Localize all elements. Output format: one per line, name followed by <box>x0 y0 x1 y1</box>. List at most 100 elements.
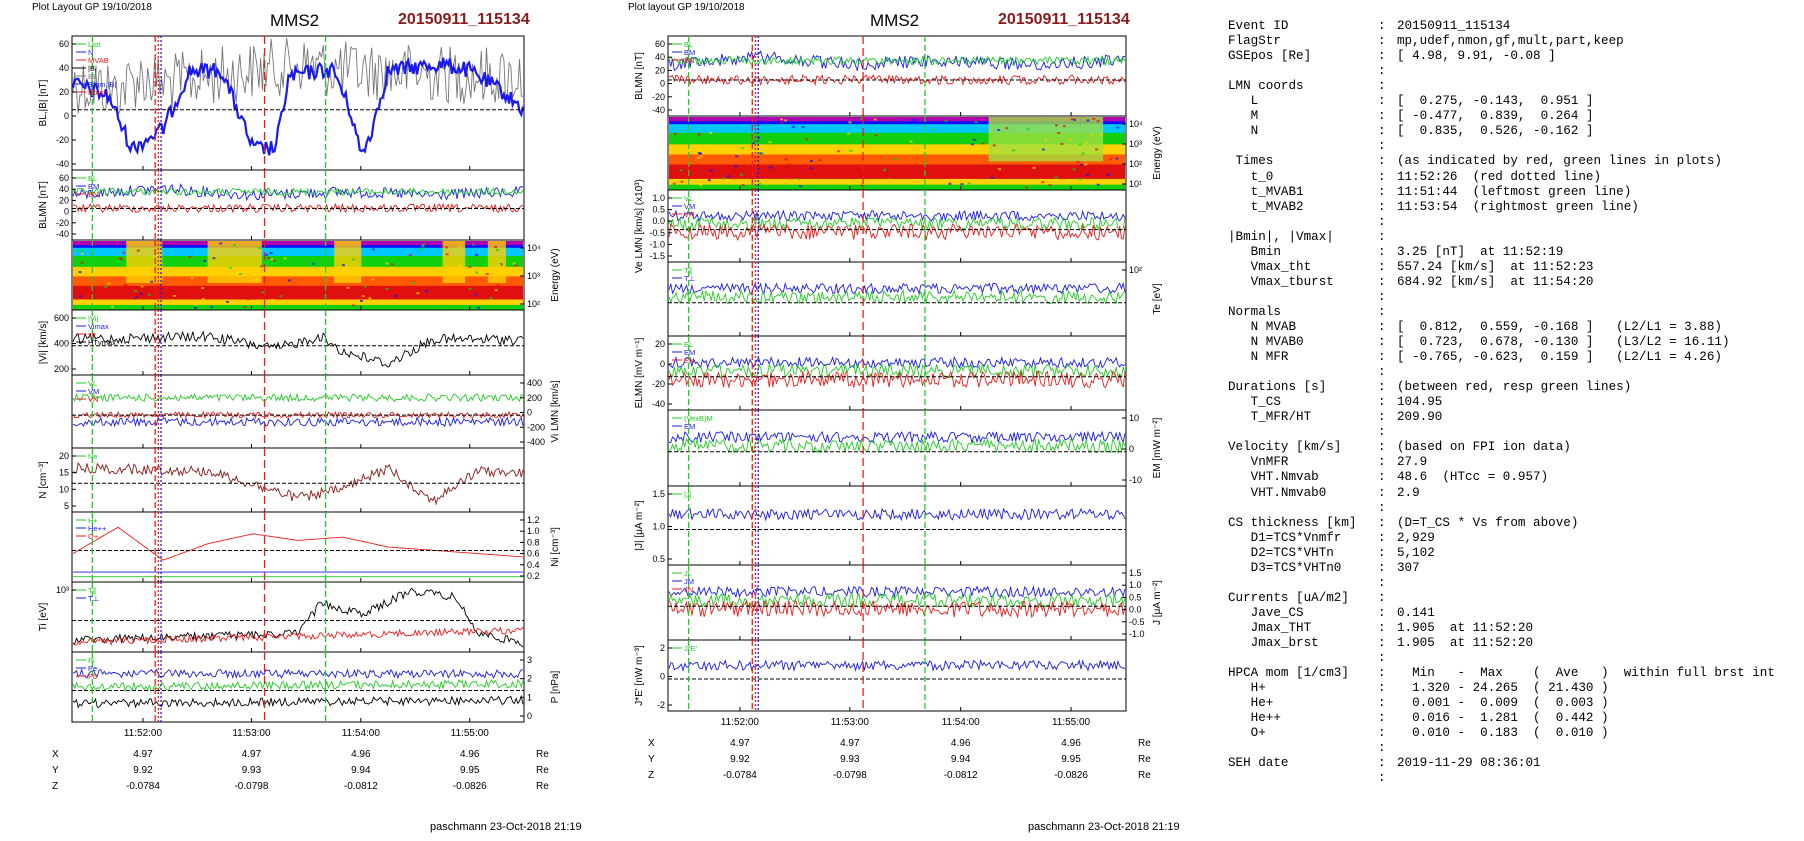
left-legend-label: se <box>88 330 96 339</box>
right-spectrogram-speckle <box>801 126 805 129</box>
summary-sep: : <box>1378 485 1386 500</box>
right-legend-label: VM <box>684 202 695 211</box>
left-ephem-value: 9.94 <box>351 765 371 776</box>
summary-value: 27.9 <box>1397 455 1428 470</box>
right-spectrogram-speckle <box>1070 118 1074 121</box>
right-spectrogram-speckle <box>699 155 703 158</box>
left-ytick-label: 20 <box>59 87 69 97</box>
left-spectrogram-speckle <box>351 258 355 261</box>
right-series-line <box>668 355 1126 370</box>
right-panel-ylabel: ELMN [mV m⁻¹] <box>634 337 645 408</box>
summary-value <box>1397 139 1798 154</box>
right-panel-ylabel: J [μA m⁻²] <box>1152 580 1163 625</box>
right-spectrogram-speckle <box>1076 160 1080 163</box>
left-spectrogram-speckle <box>260 265 264 268</box>
left-spectrogram-speckle <box>422 243 426 246</box>
left-spectrogram-speckle <box>477 306 481 309</box>
summary-row: GSEpos [Re]: [ 4.98, 9.91, -0.08 ] <box>1228 49 1798 64</box>
right-spectrogram-speckle <box>1116 126 1120 129</box>
right-ytick-label: 1.5 <box>652 489 665 499</box>
summary-sep: : <box>1378 19 1386 34</box>
left-spectrogram-speckle <box>120 258 124 261</box>
right-spectrogram-speckle <box>787 163 791 166</box>
left-series-line <box>72 587 524 648</box>
summary-value: 48.6 (HTcc = 0.957) <box>1397 470 1549 485</box>
right-ytick-label: 40 <box>655 52 665 62</box>
summary-key: VHT.Nmvab0 <box>1228 485 1327 500</box>
right-spectrogram-speckle <box>707 179 711 182</box>
right-legend-label: EL <box>684 340 693 349</box>
left-spectrogram-band <box>73 299 523 306</box>
left-spectrogram-speckle <box>188 255 192 258</box>
right-ytick-label-right: -0.5 <box>1129 617 1145 627</box>
right-series-line <box>668 430 1126 444</box>
left-spectrogram-speckle <box>412 264 416 267</box>
right-spectrogram-speckle <box>1084 163 1088 166</box>
right-spectrogram-speckle <box>1041 148 1045 151</box>
right-spectrogram-speckle <box>805 138 809 141</box>
left-spectrogram-speckle <box>279 295 283 298</box>
right-spectrogram-speckle <box>1048 184 1052 187</box>
left-ytick-label-right: 0.4 <box>527 560 540 570</box>
left-spectrogram-speckle <box>359 299 363 302</box>
left-spectrogram-speckle <box>122 251 126 254</box>
left-spectrogram-speckle <box>494 289 498 292</box>
summary-sep: : <box>1378 425 1386 440</box>
summary-sep: : <box>1378 335 1386 350</box>
left-ytick-label-right: 200 <box>527 393 542 403</box>
summary-row: Currents [uA/m2]: <box>1228 591 1798 606</box>
right-spectrogram-speckle <box>697 152 701 155</box>
summary-row: : <box>1228 365 1798 380</box>
left-ytick-label-right: -200 <box>527 422 545 432</box>
left-legend-label: Vimax <box>88 322 109 331</box>
summary-value: 104.95 <box>1397 395 1443 410</box>
summary-sep: : <box>1378 34 1386 49</box>
left-spectrogram-speckle <box>494 245 498 248</box>
right-footer: paschmann 23-Oct-2018 21:19 <box>1028 821 1180 833</box>
right-ephem-value: 4.97 <box>730 738 750 749</box>
right-ytick-label-right: 0 <box>1129 444 1134 454</box>
right-spectrogram-speckle <box>960 183 964 186</box>
right-spectrogram-speckle <box>914 119 918 122</box>
right-ytick-label: 1.0 <box>652 193 665 203</box>
right-spectrogram-speckle <box>908 122 912 125</box>
left-spectrogram-band <box>73 266 523 277</box>
right-series-line <box>668 507 1126 522</box>
summary-value: [ -0.477, 0.839, 0.264 ] <box>1397 109 1594 124</box>
right-spectrogram-speckle <box>680 180 684 183</box>
right-spectrogram-speckle <box>981 142 985 145</box>
left-spectrogram-speckle <box>134 290 138 293</box>
left-panel-ylabel: BL,|B| [nT] <box>38 79 49 126</box>
summary-key <box>1228 741 1378 756</box>
left-series-line <box>72 37 524 115</box>
right-panel-ylabel: BLMN [nT] <box>634 52 645 100</box>
summary-value: 11:53:54 (rightmost green line) <box>1397 199 1639 214</box>
summary-row: : <box>1228 741 1798 756</box>
right-panel: EM [mW m⁻²] 10 0 -10 (VexB)MEM <box>667 409 1163 487</box>
left-series-line <box>72 526 524 561</box>
summary-sep: : <box>1378 109 1386 124</box>
right-ytick-label-right: -10 <box>1129 475 1142 485</box>
summary-key: GSEpos [Re] <box>1228 49 1312 64</box>
right-ytick-label: -40 <box>652 105 665 115</box>
right-ytick-label: 0 <box>660 79 665 89</box>
summary-key: VHT.Nmvab <box>1228 470 1319 485</box>
left-spectrogram-speckle <box>341 264 345 267</box>
left-spectrogram-band <box>73 304 523 310</box>
left-legend-label: MVAB <box>88 56 109 65</box>
right-spectrogram-speckle <box>697 133 701 136</box>
left-spectrogram-speckle <box>485 272 489 275</box>
left-series-line <box>72 461 524 506</box>
left-legend-label: Bbrst <box>88 88 106 97</box>
left-spectrogram-speckle <box>442 304 446 307</box>
right-spectrogram-speckle <box>769 166 773 169</box>
left-spectrogram-speckle <box>363 285 367 288</box>
right-spectrogram-speckle <box>970 143 974 146</box>
summary-sep: : <box>1378 666 1386 681</box>
summary-value: [ 4.98, 9.91, -0.08 ] <box>1397 49 1556 64</box>
right-ephem-unit: Re <box>1138 754 1151 765</box>
summary-sep: : <box>1378 605 1386 620</box>
